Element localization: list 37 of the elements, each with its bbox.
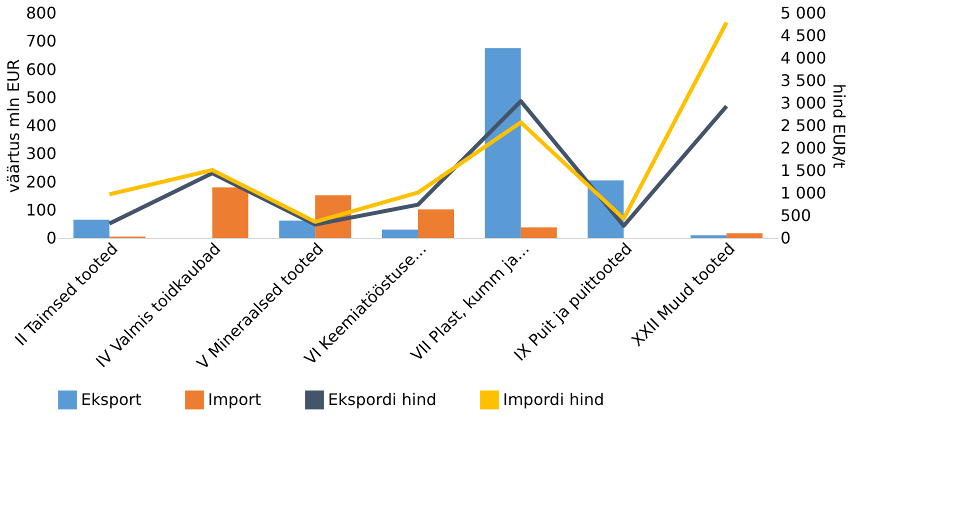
- y2-axis-title: hind EUR/t: [829, 84, 848, 168]
- y-tick-label: 600: [26, 60, 56, 79]
- legend-label: Ekspordi hind: [328, 390, 437, 409]
- y2-tick-label: 3 500: [780, 71, 826, 90]
- line-series: [107, 99, 729, 228]
- y-tick-label: 500: [26, 88, 56, 107]
- y2-tick-label: 1 500: [780, 161, 826, 180]
- y-tick-label: 800: [26, 4, 56, 22]
- y2-tick-label: 4 500: [780, 26, 826, 45]
- bar: [212, 187, 248, 238]
- y2-tick-label: 5 000: [780, 4, 826, 22]
- y2-tick-label: 4 000: [780, 48, 826, 68]
- bar: [279, 220, 316, 238]
- y2-tick-label: 3 000: [780, 94, 826, 112]
- y-tick-label: 300: [26, 144, 56, 164]
- y-tick-label: 100: [26, 200, 56, 220]
- y-axis-title: väärtus mln EUR: [4, 59, 23, 193]
- bar: [484, 48, 521, 238]
- y-tick-label: 0: [46, 228, 56, 248]
- bar: [726, 233, 763, 238]
- y2-tick-label: 2 500: [780, 116, 826, 135]
- legend-label: Import: [208, 390, 262, 409]
- legend-label: Impordi hind: [503, 390, 604, 409]
- bar: [73, 220, 110, 238]
- bar: [382, 230, 418, 238]
- y-tick-label: 200: [26, 172, 56, 192]
- bar: [418, 209, 454, 238]
- bar: [690, 235, 727, 238]
- legend-label: Eksport: [81, 390, 142, 409]
- y-tick-label: 700: [26, 32, 56, 51]
- y2-tick-label: 2 000: [780, 138, 826, 158]
- line-series: [107, 20, 729, 224]
- y2-tick-label: 500: [780, 206, 812, 225]
- y2-tick-label: 0: [780, 228, 791, 248]
- bar: [520, 227, 557, 238]
- y2-tick-label: 1 000: [780, 184, 826, 202]
- y-tick-label: 400: [26, 116, 56, 135]
